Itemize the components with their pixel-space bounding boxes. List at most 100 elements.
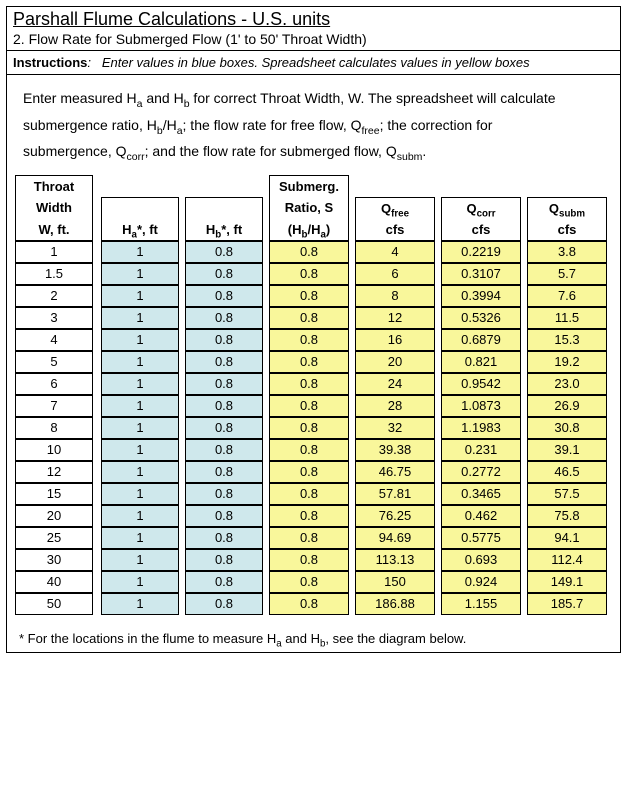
cell-ha[interactable]: 1 [101,527,179,549]
cell-qsubm: 19.2 [527,351,607,373]
cell-w: 5 [15,351,93,373]
col-header-width: Width [15,197,93,219]
cell-hb[interactable]: 0.8 [185,505,263,527]
cell-ha[interactable]: 1 [101,351,179,373]
cell-w: 2 [15,285,93,307]
col-header-qcorr-unit: cfs [441,219,521,241]
cell-ratio: 0.8 [269,527,349,549]
cell-qcorr: 1.0873 [441,395,521,417]
footnote-text: , see the diagram below. [325,631,466,646]
cell-ha[interactable]: 1 [101,285,179,307]
cell-qcorr: 0.5775 [441,527,521,549]
cell-hb[interactable]: 0.8 [185,351,263,373]
cell-hb[interactable]: 0.8 [185,285,263,307]
cell-qsubm: 15.3 [527,329,607,351]
cell-qcorr: 0.2219 [441,241,521,263]
cell-hb[interactable]: 0.8 [185,571,263,593]
col-header-hb [185,197,263,219]
cell-qsubm: 11.5 [527,307,607,329]
cell-qfree: 16 [355,329,435,351]
cell-ha[interactable]: 1 [101,549,179,571]
cell-qfree: 20 [355,351,435,373]
cell-hb[interactable]: 0.8 [185,329,263,351]
col-header-w-unit: W, ft. [15,219,93,241]
table-row: 1510.80.857.810.346557.5 [15,483,607,505]
col-header-qfree: Qfree [355,197,435,219]
desc-text: /H [163,117,177,133]
cell-qsubm: 112.4 [527,549,607,571]
cell-w: 7 [15,395,93,417]
cell-hb[interactable]: 0.8 [185,549,263,571]
table-row: 510.80.8200.82119.2 [15,351,607,373]
desc-text: submergence, Q [23,143,127,159]
table-row: 310.80.8120.532611.5 [15,307,607,329]
table-row: 610.80.8240.954223.0 [15,373,607,395]
page-title: Parshall Flume Calculations - U.S. units [7,7,620,30]
footnote: * For the locations in the flume to meas… [7,615,620,652]
instructions-label: Instructions [13,55,87,70]
table-row: 5010.80.8186.881.155185.7 [15,593,607,615]
cell-ha[interactable]: 1 [101,263,179,285]
cell-qsubm: 3.8 [527,241,607,263]
cell-w: 25 [15,527,93,549]
cell-hb[interactable]: 0.8 [185,593,263,615]
desc-text: Enter measured H [23,90,137,106]
cell-w: 1 [15,241,93,263]
cell-qsubm: 149.1 [527,571,607,593]
cell-qsubm: 46.5 [527,461,607,483]
table-row: 1010.80.839.380.23139.1 [15,439,607,461]
cell-hb[interactable]: 0.8 [185,241,263,263]
cell-w: 1.5 [15,263,93,285]
cell-ha[interactable]: 1 [101,593,179,615]
col-header-qsubm-unit: cfs [527,219,607,241]
col-header-ha-unit: Ha*, ft [101,219,179,241]
cell-w: 12 [15,461,93,483]
spreadsheet-region: Parshall Flume Calculations - U.S. units… [6,6,621,653]
cell-qcorr: 1.1983 [441,417,521,439]
cell-hb[interactable]: 0.8 [185,483,263,505]
cell-qcorr: 0.5326 [441,307,521,329]
cell-ratio: 0.8 [269,395,349,417]
cell-hb[interactable]: 0.8 [185,373,263,395]
cell-ha[interactable]: 1 [101,307,179,329]
flume-table: Throat Submerg. Width Ratio, S Qfree Qco… [15,175,607,615]
cell-qfree: 113.13 [355,549,435,571]
cell-hb[interactable]: 0.8 [185,395,263,417]
cell-ha[interactable]: 1 [101,241,179,263]
cell-ratio: 0.8 [269,285,349,307]
cell-hb[interactable]: 0.8 [185,439,263,461]
table-row: 2510.80.894.690.577594.1 [15,527,607,549]
cell-w: 50 [15,593,93,615]
page-subtitle: 2. Flow Rate for Submerged Flow (1' to 5… [7,30,620,51]
cell-w: 6 [15,373,93,395]
instructions-text: Enter values in blue boxes. Spreadsheet … [102,55,530,70]
cell-hb[interactable]: 0.8 [185,307,263,329]
cell-ratio: 0.8 [269,307,349,329]
cell-ha[interactable]: 1 [101,439,179,461]
cell-qfree: 39.38 [355,439,435,461]
cell-ha[interactable]: 1 [101,483,179,505]
cell-ha[interactable]: 1 [101,461,179,483]
cell-qsubm: 7.6 [527,285,607,307]
cell-qcorr: 0.3107 [441,263,521,285]
cell-w: 15 [15,483,93,505]
cell-ratio: 0.8 [269,439,349,461]
cell-hb[interactable]: 0.8 [185,263,263,285]
cell-w: 4 [15,329,93,351]
cell-qsubm: 75.8 [527,505,607,527]
cell-hb[interactable]: 0.8 [185,461,263,483]
cell-ha[interactable]: 1 [101,571,179,593]
col-header-qsubm: Qsubm [527,197,607,219]
cell-ha[interactable]: 1 [101,395,179,417]
cell-ha[interactable]: 1 [101,417,179,439]
cell-hb[interactable]: 0.8 [185,527,263,549]
cell-ha[interactable]: 1 [101,505,179,527]
table-row: 4010.80.81500.924149.1 [15,571,607,593]
cell-ha[interactable]: 1 [101,329,179,351]
cell-qcorr: 0.3465 [441,483,521,505]
col-header-ratio-unit: (Hb/Ha) [269,219,349,241]
cell-hb[interactable]: 0.8 [185,417,263,439]
desc-text: for correct Throat Width, W. The spreads… [190,90,556,106]
cell-ha[interactable]: 1 [101,373,179,395]
cell-qfree: 186.88 [355,593,435,615]
